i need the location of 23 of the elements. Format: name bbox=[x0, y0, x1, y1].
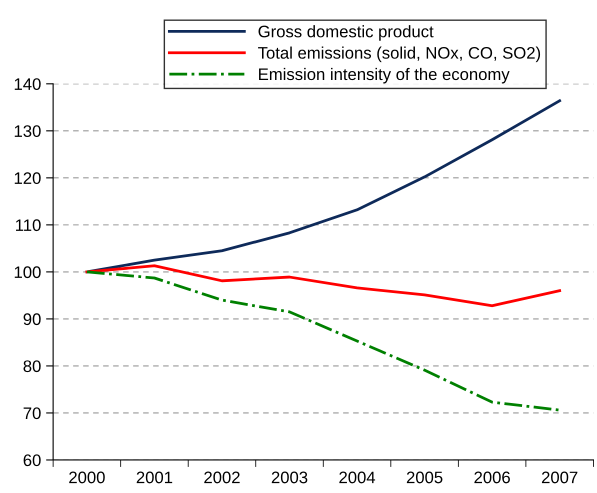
line-series bbox=[86, 264, 562, 308]
line-series bbox=[86, 99, 562, 274]
x-tick-label: 2006 bbox=[474, 472, 510, 484]
y-tick-label: 60 bbox=[24, 454, 41, 466]
legend-label: Emission intensity of the economy bbox=[259, 68, 510, 84]
y-tick-label: 90 bbox=[24, 313, 41, 326]
x-tick-label: 2000 bbox=[69, 472, 105, 484]
y-tick-label: 100 bbox=[14, 266, 41, 278]
x-tick-label: 2003 bbox=[272, 472, 308, 484]
y-tick-label: 120 bbox=[14, 172, 41, 184]
x-tick-label: 2005 bbox=[406, 472, 442, 484]
legend-label: Total emissions (solid, NOx, CO, SO2) bbox=[258, 46, 540, 62]
y-tick-label: 70 bbox=[24, 407, 41, 420]
x-tick-label: 2001 bbox=[136, 472, 172, 484]
y-tick-label: 110 bbox=[16, 219, 41, 232]
x-tick-label: 2007 bbox=[542, 472, 578, 484]
legend-label: Gross domestic product bbox=[258, 25, 434, 41]
y-tick-label: 140 bbox=[14, 78, 41, 90]
line-series bbox=[86, 270, 562, 412]
y-tick-label: 80 bbox=[24, 360, 41, 372]
x-tick-label: 2002 bbox=[204, 472, 240, 484]
x-tick-label: 2004 bbox=[339, 472, 376, 484]
y-tick-label: 130 bbox=[14, 125, 41, 138]
